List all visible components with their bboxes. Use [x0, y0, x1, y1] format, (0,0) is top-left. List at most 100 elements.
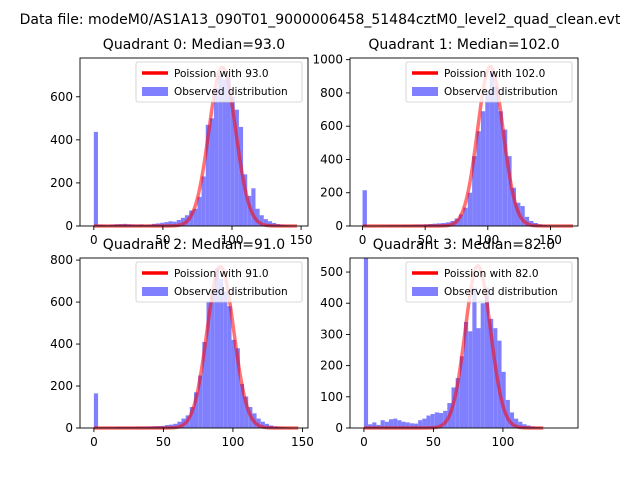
histogram-bar — [430, 413, 435, 428]
legend-observed-swatch — [142, 87, 168, 96]
histogram-bar — [230, 96, 235, 227]
y-tick-label: 400 — [320, 296, 343, 310]
histogram-bar — [489, 71, 495, 226]
histogram-bar — [463, 207, 468, 226]
histogram-bar — [93, 393, 99, 428]
chart-title: Quadrant 1: Median=102.0 — [368, 37, 559, 53]
histogram-bar — [393, 418, 398, 428]
chart-panel-3: 0 50 100 0 100 200 300 400 500 Poission with 82.0… — [320, 237, 579, 449]
y-tick-label: 0 — [335, 421, 343, 435]
histogram-bar — [493, 328, 498, 428]
histogram-bar — [247, 195, 252, 226]
histogram-bar — [205, 124, 210, 226]
chart-title: Quadrant 0: Median=93.0 — [103, 37, 285, 53]
y-tick-label: 500 — [320, 265, 343, 279]
histogram-bar — [505, 399, 510, 428]
x-tick-label: 100 — [221, 233, 244, 247]
histogram-bar — [518, 421, 523, 428]
histogram-bar — [422, 418, 427, 428]
legend-poisson-label: Poission with 102.0 — [444, 68, 545, 80]
y-tick-label: 400 — [50, 133, 73, 147]
histogram-bar — [214, 268, 220, 428]
histogram-bar — [234, 109, 239, 226]
histogram-bar — [214, 88, 219, 227]
y-tick-label: 0 — [65, 421, 73, 435]
histogram-bar — [255, 208, 260, 226]
histogram-bar — [244, 396, 249, 428]
x-tick-label: 50 — [426, 435, 441, 449]
histogram-bar — [202, 341, 207, 428]
legend-box — [405, 261, 573, 303]
x-tick-label: 0 — [90, 233, 98, 247]
histogram-bar — [264, 423, 270, 428]
histogram-bar — [468, 331, 473, 428]
x-tick-label: 150 — [291, 435, 314, 449]
legend-observed-swatch — [412, 87, 438, 96]
axes-frame — [349, 257, 579, 429]
histogram-bar — [219, 278, 224, 428]
y-tick-label: 300 — [320, 327, 343, 341]
y-tick-label: 600 — [50, 295, 73, 309]
legend-observed-label: Observed distribution — [174, 86, 288, 98]
x-tick-label: 0 — [90, 435, 98, 449]
histogram-bar — [206, 302, 211, 428]
y-tick-label: 400 — [50, 337, 73, 351]
histogram-bar — [409, 423, 414, 428]
histogram-bar — [239, 383, 245, 428]
legend-observed-label: Observed distribution — [444, 86, 558, 98]
legend-observed-swatch — [142, 287, 168, 296]
histogram-bar — [418, 420, 423, 428]
x-tick-label: 100 — [476, 233, 499, 247]
histogram-bar — [476, 328, 481, 428]
histogram-bar — [218, 75, 223, 226]
histogram-bar — [368, 424, 373, 428]
legend-poisson-label: Poission with 91.0 — [174, 268, 269, 280]
y-tick-label: 1000 — [312, 53, 343, 67]
histogram-bar — [93, 131, 98, 226]
histogram-bar — [520, 206, 525, 226]
chart-panel-1: 0 50 100 150 0 200 400 600 800 1000 Poission with … — [312, 37, 579, 247]
histogram-bar — [222, 79, 227, 226]
histogram-bar — [235, 348, 240, 428]
y-tick-label: 800 — [320, 86, 343, 100]
histogram-bar — [267, 221, 273, 226]
histogram-bar — [243, 174, 248, 226]
histogram-bar — [501, 371, 506, 428]
histogram-bar — [176, 219, 181, 226]
legend-poisson-label: Poission with 82.0 — [444, 268, 539, 280]
histogram-bar — [189, 407, 194, 428]
histogram-bar — [372, 422, 377, 428]
histogram-bar — [198, 375, 203, 428]
histogram-bar — [168, 221, 173, 226]
histogram-bar — [201, 176, 206, 226]
histogram-bar — [227, 306, 232, 428]
histogram-bar — [489, 318, 494, 428]
legend-observed-swatch — [412, 287, 438, 296]
histogram-bar — [260, 421, 265, 428]
histogram-bar — [476, 131, 481, 226]
x-tick-label: 150 — [290, 233, 313, 247]
histogram-bar — [194, 392, 199, 428]
histogram-bar — [472, 156, 477, 226]
x-tick-label: 150 — [539, 233, 562, 247]
x-tick-label: 0 — [360, 435, 368, 449]
x-tick-label: 50 — [418, 233, 433, 247]
histogram-bar — [193, 208, 198, 226]
histogram-bar — [397, 420, 402, 428]
histogram-bar — [180, 217, 186, 226]
histogram-bar — [251, 188, 256, 226]
histogram-bar — [472, 287, 477, 428]
histogram-bar — [464, 321, 469, 428]
y-tick-label: 100 — [320, 390, 343, 404]
legend-observed-label: Observed distribution — [444, 286, 558, 298]
histogram-bar — [380, 420, 385, 428]
histogram-bar — [259, 215, 264, 226]
histogram-bar — [438, 413, 444, 428]
legend-box — [135, 261, 303, 303]
legend-poisson-label: Poission with 93.0 — [174, 68, 269, 80]
y-tick-label: 400 — [320, 152, 343, 166]
histogram-bar — [434, 412, 439, 428]
x-tick-label: 50 — [155, 233, 170, 247]
histogram-bar — [480, 303, 485, 428]
